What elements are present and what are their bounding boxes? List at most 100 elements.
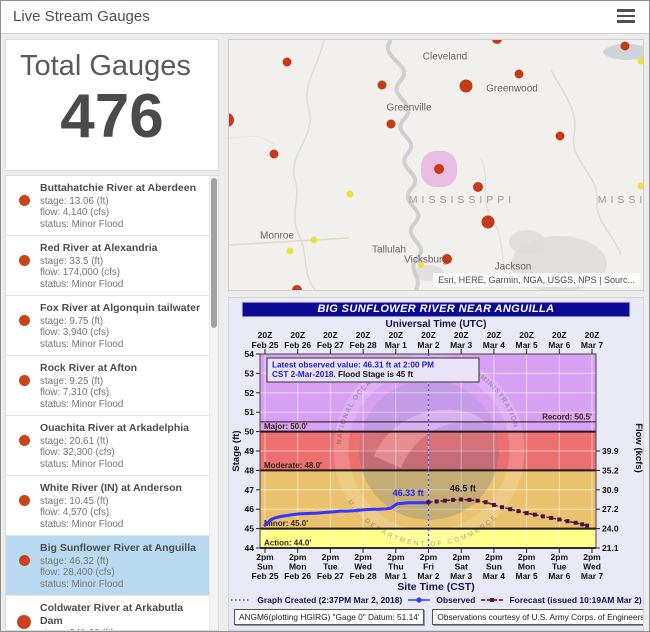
gage-datum-note: ANGM6(plotting HGIRG) "Gage 0" Datum: 51…	[234, 609, 425, 625]
observations-credit-note: Observations courtesy of U.S. Army Corps…	[432, 609, 643, 625]
gauge-marker[interactable]	[442, 254, 452, 264]
flow-axis-title: Flow (kcfs)	[633, 423, 644, 473]
gauge-stage: stage: 9.25 (ft)	[40, 375, 104, 387]
gauge-marker[interactable]	[492, 40, 502, 44]
gauge-marker[interactable]	[269, 149, 279, 159]
gauge-marker[interactable]	[473, 182, 483, 192]
gauge-marker[interactable]	[637, 57, 643, 65]
severity-dot-icon	[17, 615, 31, 629]
gauge-flow: flow: 4,570 (cfs)	[40, 507, 110, 518]
gauge-marker[interactable]	[286, 247, 294, 255]
gauge-list-item[interactable]: Ouachita River at Arkadelphia stage: 20.6…	[6, 415, 209, 475]
gauge-marker[interactable]	[229, 113, 234, 127]
gauge-name: Fox River at Algonquin tailwater	[40, 302, 201, 314]
gauge-marker[interactable]	[555, 131, 565, 141]
svg-text:Latest observed value: 46.31 f: Latest observed value: 46.31 ft at 2:00 …	[272, 361, 434, 370]
gauge-marker[interactable]	[346, 190, 354, 198]
gauge-list-item[interactable]: Fox River at Algonquin tailwater stage: 9…	[6, 295, 209, 355]
svg-text:Feb 25: Feb 25	[252, 571, 279, 581]
svg-text:39.9: 39.9	[602, 446, 619, 456]
svg-text:Wed: Wed	[583, 562, 601, 572]
gauge-marker[interactable]	[481, 215, 495, 229]
gauge-stage: stage: 33.5 (ft)	[40, 255, 104, 267]
list-scrollbar-thumb[interactable]	[211, 178, 217, 328]
svg-text:Mar 7: Mar 7	[581, 571, 603, 581]
svg-text:2pm: 2pm	[551, 552, 569, 562]
gauge-list-item[interactable]: Red River at Alexandria stage: 33.5 (ft) f…	[6, 235, 209, 295]
legend-created-line-icon	[231, 599, 252, 601]
svg-text:Mon: Mon	[289, 562, 306, 572]
svg-text:2pm: 2pm	[387, 552, 405, 562]
observed-line	[263, 501, 430, 527]
svg-text:2pm: 2pm	[420, 552, 438, 562]
svg-text:21.1: 21.1	[602, 543, 619, 553]
svg-text:2pm: 2pm	[485, 552, 503, 562]
gauge-marker[interactable]	[620, 41, 630, 51]
svg-text:Mar 4: Mar 4	[483, 571, 505, 581]
gauge-marker[interactable]	[418, 262, 424, 268]
severity-dot-icon	[18, 435, 30, 446]
svg-text:48: 48	[245, 465, 255, 475]
gauge-status: status: Minor Flood	[40, 578, 124, 590]
svg-text:Mar 2: Mar 2	[417, 571, 439, 581]
gauge-marker[interactable]	[459, 79, 473, 93]
svg-text:35.2: 35.2	[602, 465, 619, 475]
hydrograph-title: BIG SUNFLOWER RIVER NEAR ANGUILLA	[242, 302, 630, 317]
forecast-peak-label: 46.5 ft	[450, 484, 476, 494]
selected-gauge-marker[interactable]	[434, 164, 444, 174]
svg-text:Sat: Sat	[455, 562, 468, 572]
gauge-marker[interactable]	[282, 57, 292, 67]
map[interactable]: Esri, HERE, Garmin, NGA, USGS, NPS | Sou…	[228, 39, 644, 291]
svg-text:Mon: Mon	[518, 562, 535, 572]
gauge-marker[interactable]	[292, 285, 302, 290]
forecast-line	[428, 498, 588, 527]
svg-text:2pm: 2pm	[289, 552, 307, 562]
svg-text:50: 50	[245, 427, 255, 437]
svg-text:24.0: 24.0	[602, 524, 619, 534]
gauge-list-item[interactable]: Rock River at Afton stage: 9.25 (ft) flow:…	[6, 355, 209, 415]
svg-text:Mar 1: Mar 1	[385, 571, 407, 581]
gauge-status: status: Minor Flood	[40, 458, 124, 470]
site-time-axis-title: Site Time (CST)	[397, 581, 475, 593]
svg-text:20Z: 20Z	[421, 330, 436, 340]
gauge-status: status: Minor Flood	[40, 218, 124, 230]
svg-text:Feb 27: Feb 27	[317, 571, 344, 581]
threshold-label: Moderate: 48.0'	[264, 461, 322, 470]
hamburger-menu-icon[interactable]	[617, 9, 637, 25]
svg-text:20Z: 20Z	[487, 330, 502, 340]
gauge-stage: stage: 46.32 (ft)	[40, 555, 109, 567]
svg-text:20Z: 20Z	[323, 330, 338, 340]
legend-observed-label: Observed	[436, 595, 476, 605]
gauge-marker[interactable]	[514, 69, 524, 79]
gauge-marker[interactable]	[637, 182, 643, 190]
gauge-status: status: Minor Flood	[40, 278, 124, 290]
svg-text:Feb 28: Feb 28	[350, 571, 377, 581]
svg-text:Feb 27: Feb 27	[317, 340, 344, 350]
svg-text:20Z: 20Z	[258, 330, 273, 340]
svg-text:27.2: 27.2	[602, 504, 619, 514]
svg-text:2pm: 2pm	[583, 552, 601, 562]
svg-text:Sun: Sun	[257, 562, 273, 572]
gauge-marker[interactable]	[386, 119, 396, 129]
gauge-list-item[interactable]: Buttahatchie River at Aberdeen stage: 13.…	[6, 176, 209, 235]
gauge-marker[interactable]	[310, 236, 318, 244]
gauge-name: Buttahatchie River at Aberdeen	[40, 182, 196, 194]
svg-text:Wed: Wed	[354, 562, 372, 572]
threshold-label: Major: 50.0'	[264, 422, 308, 431]
list-scrollbar-track[interactable]	[209, 176, 218, 630]
svg-text:Mar 3: Mar 3	[450, 571, 472, 581]
gauge-marker[interactable]	[377, 80, 387, 90]
svg-text:54: 54	[245, 349, 255, 359]
gauge-list-item[interactable]: Coldwater River at Arkabutla Damstage: 2…	[6, 595, 209, 630]
svg-text:Mar 5: Mar 5	[515, 571, 537, 581]
svg-text:Feb 25: Feb 25	[252, 340, 279, 350]
svg-text:Mar 7: Mar 7	[581, 340, 603, 350]
gauge-status: status: Minor Flood	[40, 398, 124, 410]
gauge-list-panel: Buttahatchie River at Aberdeen stage: 13.…	[5, 175, 219, 631]
gauge-flow: flow: 4,140 (cfs)	[40, 207, 110, 218]
svg-text:30.9: 30.9	[602, 485, 619, 495]
svg-text:Mar 6: Mar 6	[548, 571, 570, 581]
gauge-list-item[interactable]: Big Sunflower River at Anguilla stage: 46…	[6, 535, 209, 595]
gauge-list-item[interactable]: White River (IN) at Anderson stage: 10.45…	[6, 475, 209, 535]
